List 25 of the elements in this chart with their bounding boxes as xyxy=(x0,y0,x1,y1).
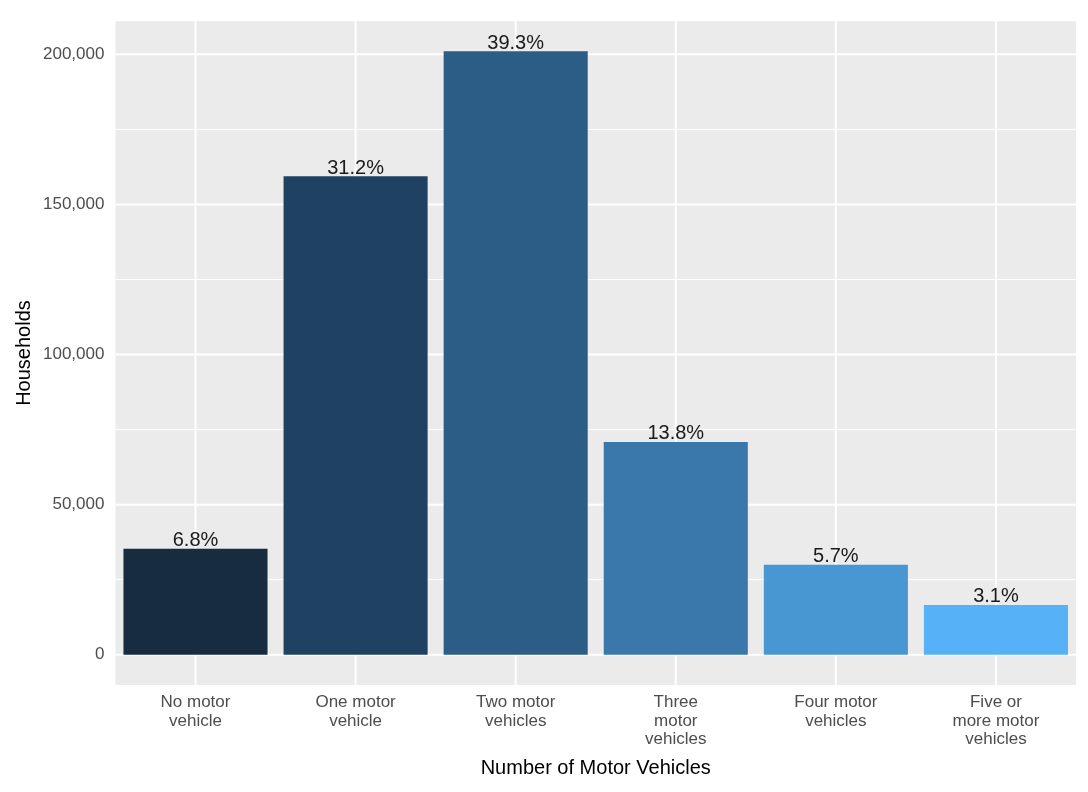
bar xyxy=(283,176,428,655)
y-tick-label: 50,000 xyxy=(52,494,105,514)
x-axis-title: Number of Motor Vehicles xyxy=(480,755,711,778)
bar xyxy=(123,548,268,655)
bar xyxy=(603,441,748,655)
annotation: 6.8% xyxy=(172,528,219,551)
x-tick-label: Two motor vehicles xyxy=(476,691,556,730)
x-tick-label: One motor vehicle xyxy=(315,691,397,730)
annotation: 39.3% xyxy=(487,30,545,53)
annotation: 5.7% xyxy=(813,544,859,567)
y-tick-label: 0 xyxy=(94,644,105,664)
x-tick-label: Four motor vehicles xyxy=(794,691,878,730)
x-tick-label: Three motor vehicles xyxy=(645,691,707,749)
x-tick-label: Five or more motor vehicles xyxy=(952,691,1040,749)
bar xyxy=(443,51,588,655)
y-tick-label: 100,000 xyxy=(43,344,105,364)
bar xyxy=(923,604,1068,655)
y-tick-label: 150,000 xyxy=(43,194,105,214)
annotation: 13.8% xyxy=(647,421,705,444)
y-axis-title: Households xyxy=(11,300,34,406)
bar xyxy=(763,564,908,655)
annotation: 3.1% xyxy=(973,584,1019,607)
x-tick-label: No motor vehicle xyxy=(160,691,231,730)
annotation: 31.2% xyxy=(327,155,385,178)
y-tick-label: 200,000 xyxy=(43,44,105,64)
